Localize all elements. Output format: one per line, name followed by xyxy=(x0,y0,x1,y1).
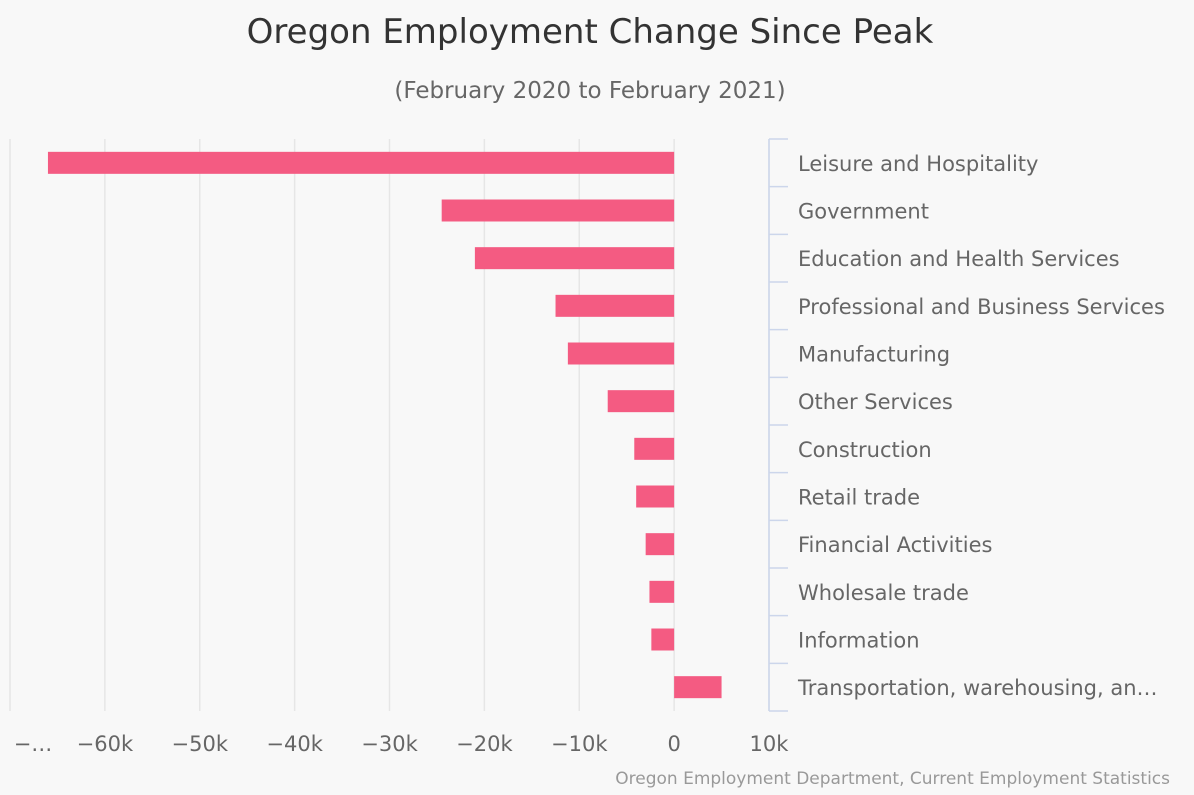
bar[interactable] xyxy=(649,580,675,603)
category-label: Leisure and Hospitality xyxy=(798,152,1038,176)
bar[interactable] xyxy=(474,247,675,270)
bar[interactable] xyxy=(645,533,675,556)
category-label: Professional and Business Services xyxy=(798,295,1165,319)
category-label: Transportation, warehousing, an… xyxy=(797,676,1158,700)
bar[interactable] xyxy=(441,199,675,222)
x-axis-tick-labels: −… −60k −50k −40k −30k −20k −10k 0 10k xyxy=(14,732,790,756)
x-tick-label: −50k xyxy=(172,732,229,756)
bar[interactable] xyxy=(607,390,675,413)
chart-title: Oregon Employment Change Since Peak xyxy=(247,12,934,52)
category-label: Education and Health Services xyxy=(798,247,1120,271)
bar[interactable] xyxy=(567,342,675,365)
category-label: Other Services xyxy=(798,390,953,414)
category-label: Construction xyxy=(798,438,932,462)
gridlines xyxy=(9,139,770,711)
x-tick-label: 0 xyxy=(667,732,680,756)
category-label: Information xyxy=(798,629,920,653)
x-tick-label: 10k xyxy=(750,732,790,756)
category-labels: Leisure and Hospitality Government Educati… xyxy=(797,152,1165,700)
bar[interactable] xyxy=(555,294,675,317)
bar[interactable] xyxy=(636,485,675,508)
chart-credit[interactable]: Oregon Employment Department, Current Em… xyxy=(615,769,1170,789)
x-tick-label: −20k xyxy=(456,732,513,756)
category-label: Government xyxy=(798,200,929,224)
bar[interactable] xyxy=(47,151,675,174)
category-label: Wholesale trade xyxy=(798,581,969,605)
bar[interactable] xyxy=(674,676,722,699)
x-tick-label: −… xyxy=(14,732,53,756)
bar[interactable] xyxy=(651,628,675,651)
x-tick-label: −60k xyxy=(77,732,134,756)
x-tick-label: −40k xyxy=(266,732,323,756)
bar[interactable] xyxy=(634,437,675,460)
chart-subtitle: (February 2020 to February 2021) xyxy=(394,78,785,104)
category-label: Financial Activities xyxy=(798,533,992,557)
category-axis xyxy=(768,138,788,712)
category-label: Retail trade xyxy=(798,486,920,510)
x-tick-label: −10k xyxy=(551,732,608,756)
x-tick-label: −30k xyxy=(361,732,418,756)
bars xyxy=(47,151,722,699)
category-label: Manufacturing xyxy=(798,343,950,367)
